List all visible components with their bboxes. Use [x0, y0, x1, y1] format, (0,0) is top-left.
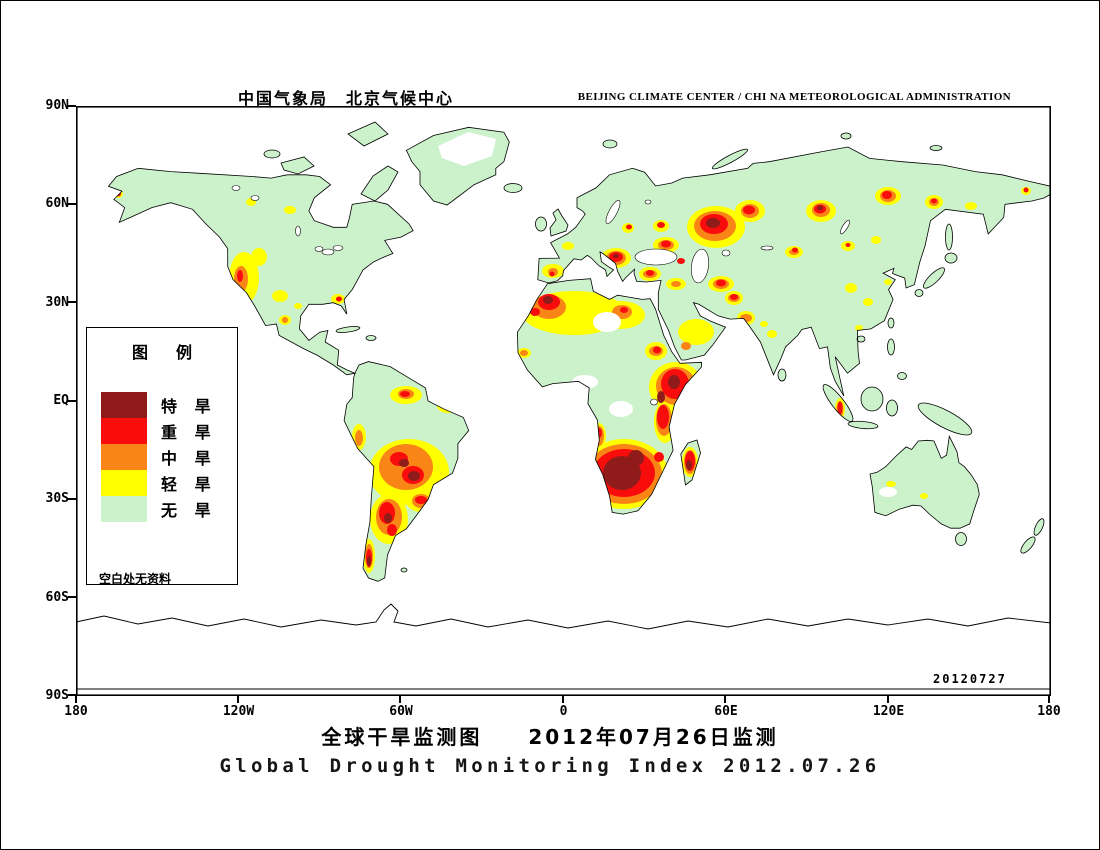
legend-label: 轻 旱	[161, 475, 217, 494]
tick	[68, 203, 76, 205]
antarctica	[76, 603, 1051, 690]
legend-label: 无 旱	[161, 501, 217, 520]
lon-label: 120E	[872, 704, 905, 719]
tick	[75, 696, 77, 703]
legend-item-severe: 重 旱	[101, 418, 217, 444]
lat-label: 30S	[45, 491, 69, 506]
tick	[68, 596, 76, 598]
tick	[887, 696, 889, 703]
lat-label: EQ	[53, 393, 69, 408]
header-title-chinese: 中国气象局 北京气候中心	[237, 89, 454, 108]
legend-swatch-severe	[101, 418, 147, 444]
tick	[68, 694, 76, 696]
tick	[724, 696, 726, 703]
lon-label: 60E	[714, 704, 738, 719]
tick	[68, 105, 76, 107]
legend-label: 中 旱	[161, 449, 217, 468]
map-border	[76, 106, 1051, 696]
legend-swatch-none	[101, 496, 147, 522]
tick	[562, 696, 564, 703]
tick	[237, 696, 239, 703]
legend-swatch-extreme	[101, 392, 147, 418]
tick	[1048, 696, 1050, 703]
caption-chinese: 全球干旱监测图 2012年07月26日监测	[321, 725, 779, 749]
lon-label: 180	[1037, 704, 1061, 719]
legend-item-moderate: 中 旱	[101, 444, 217, 470]
tick	[68, 498, 76, 500]
legend-label: 特 旱	[161, 397, 217, 416]
legend-label: 重 旱	[161, 423, 217, 442]
lon-label: 0	[559, 704, 568, 719]
lat-label: 60S	[45, 590, 69, 605]
legend-rows: 特 旱 重 旱 中 旱 轻 旱 无 旱	[101, 392, 217, 522]
lon-label: 120W	[222, 704, 255, 719]
tick	[68, 301, 76, 303]
legend-item-light: 轻 旱	[101, 470, 217, 496]
tick	[399, 696, 401, 703]
lat-label: 90N	[45, 98, 69, 113]
lat-label: 60N	[45, 196, 69, 211]
tick	[68, 400, 76, 402]
lakes-and-seas	[231, 185, 851, 406]
lat-label: 90S	[45, 688, 69, 703]
lon-label: 60W	[389, 704, 413, 719]
world-map	[76, 106, 1051, 696]
legend-swatch-moderate	[101, 444, 147, 470]
drought-layer-extreme	[367, 205, 823, 566]
no-data-patches	[438, 132, 897, 497]
header-title-english: BEIJING CLIMATE CENTER / CHI NA METEOROL…	[577, 91, 1011, 103]
caption-english: Global Drought Monitoring Index 2012.07.…	[219, 755, 881, 777]
legend-note: 空白处无资料	[99, 572, 172, 586]
legend-item-extreme: 特 旱	[101, 392, 217, 418]
legend-swatch-light	[101, 470, 147, 496]
lon-label: 180	[64, 704, 88, 719]
datestamp: 20120727	[933, 672, 1007, 686]
lat-label: 30N	[45, 295, 69, 310]
legend-box: 图 例 特 旱 重 旱 中 旱 轻 旱 无 旱 空白处无资料	[86, 327, 238, 586]
legend-item-none: 无 旱	[101, 496, 217, 522]
legend-title: 图 例	[131, 343, 198, 362]
